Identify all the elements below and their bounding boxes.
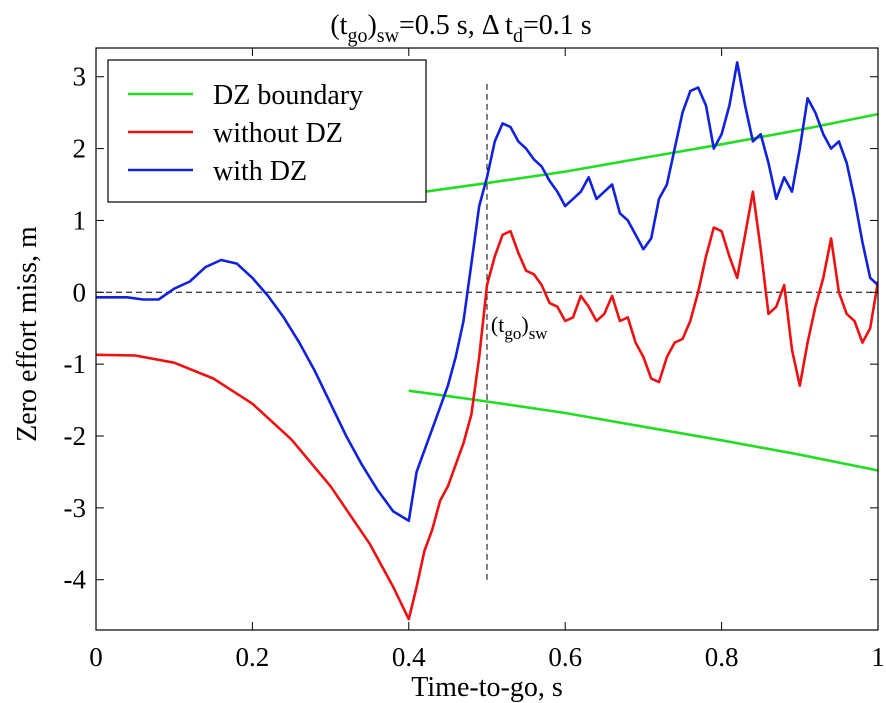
switch-time-annotation: (tgo)sw <box>491 312 548 343</box>
plot-area: (tgo)sw <box>95 47 879 631</box>
x-tick-label: 0.8 <box>705 642 739 672</box>
x-tick-label: 0.4 <box>392 642 426 672</box>
legend-label-dz-boundary: DZ boundary <box>213 80 363 111</box>
y-tick-label: -2 <box>64 421 87 451</box>
x-tick-label: 1 <box>871 642 885 672</box>
y-tick-label: 2 <box>73 134 87 164</box>
x-tick-label: 0.6 <box>548 642 582 672</box>
series-line-without-dz-0 <box>96 190 878 621</box>
chart-title: (tgo)sw=0.5 s, Δ td=0.1 s <box>330 10 591 47</box>
legend: DZ boundary without DZ with DZ <box>107 59 427 203</box>
series-line-dz-boundary-1 <box>408 389 878 472</box>
y-tick-label: -3 <box>64 493 87 523</box>
y-tick-label: 1 <box>73 205 87 235</box>
y-axis-label: Zero effort miss, m <box>12 226 43 442</box>
x-tick-label: 0.2 <box>236 642 270 672</box>
legend-label-without-dz: without DZ <box>213 118 343 149</box>
y-axis: -4 -3 -2 -1 0 1 2 3 <box>64 62 878 595</box>
y-tick-label: -1 <box>64 349 87 379</box>
y-tick-label: -4 <box>64 565 87 595</box>
y-tick-label: 0 <box>73 277 87 307</box>
y-tick-label: 3 <box>73 62 87 92</box>
x-tick-label: 0 <box>89 642 103 672</box>
legend-label-with-dz: with DZ <box>213 156 307 187</box>
x-axis: 0 0.2 0.4 0.6 0.8 1 <box>89 48 885 672</box>
series-line-dz-boundary-0 <box>408 112 878 196</box>
x-axis-label: Time-to-go, s <box>411 672 562 703</box>
series-line-with-dz-0 <box>96 61 878 523</box>
axes-frame <box>95 47 879 631</box>
